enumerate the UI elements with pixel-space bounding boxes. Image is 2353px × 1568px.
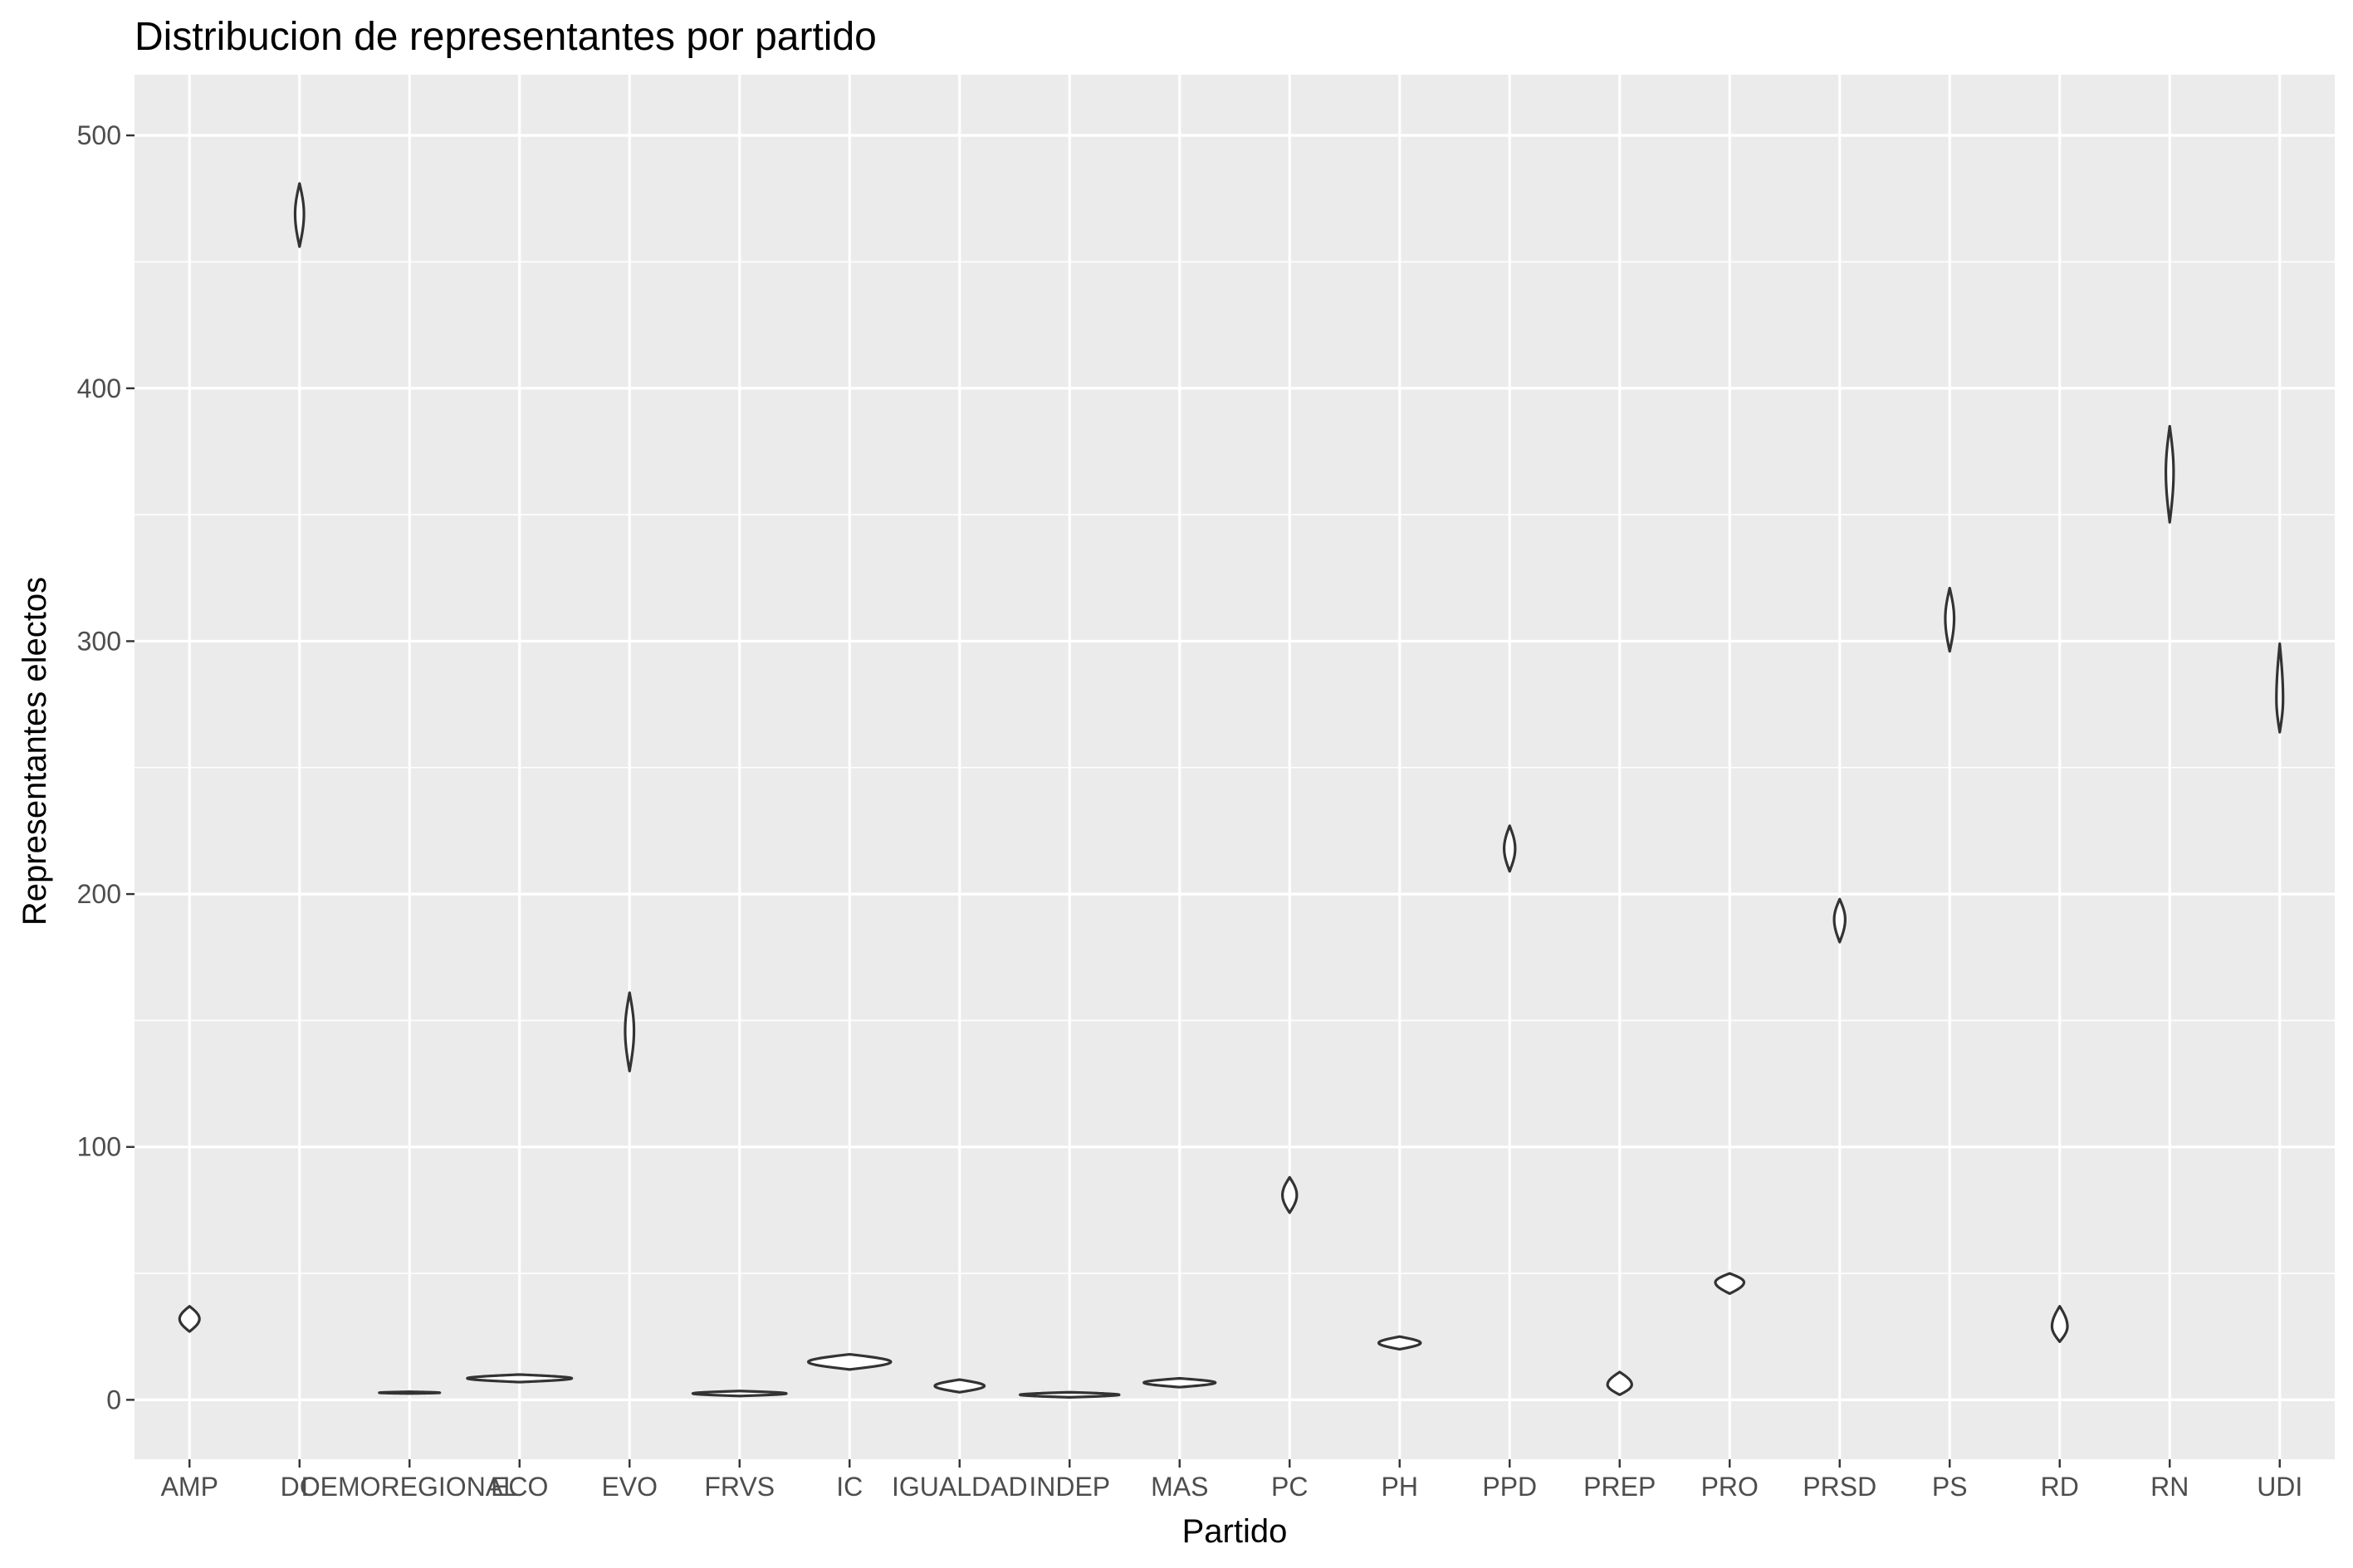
violin-layer <box>178 182 2285 1399</box>
x-tick-label: INDEP <box>1029 1472 1110 1502</box>
x-tick-label: AMP <box>161 1472 218 1502</box>
x-tick-label: DC <box>281 1472 319 1502</box>
x-tick-label: PS <box>1932 1472 1968 1502</box>
violin-igualdad <box>933 1378 986 1394</box>
violin-rn <box>2165 424 2175 524</box>
y-tick-label: 100 <box>77 1132 121 1162</box>
y-tick-label: 500 <box>77 120 121 150</box>
x-tick-label: RD <box>2041 1472 2079 1502</box>
x-tick-label: PC <box>1271 1472 1308 1502</box>
chart-title: Distribucion de representantes por parti… <box>135 15 877 59</box>
violin-amp <box>178 1305 201 1333</box>
x-tick-label: PREP <box>1583 1472 1656 1502</box>
violin-frvs <box>691 1390 788 1398</box>
violin-pro <box>1714 1272 1746 1296</box>
x-tick-label: IGUALDAD <box>892 1472 1028 1502</box>
violin-prsd <box>1832 897 1847 944</box>
x-tick-label: UDI <box>2257 1472 2302 1502</box>
x-tick-label: IC <box>836 1472 863 1502</box>
violin-prep <box>1606 1370 1633 1396</box>
x-axis-title: Partido <box>1182 1513 1288 1550</box>
grid-layer <box>135 75 2335 1459</box>
y-tick-label: 0 <box>106 1385 121 1414</box>
violin-indep <box>1019 1390 1121 1399</box>
violin-mas <box>1142 1376 1217 1389</box>
violin-ph <box>1377 1335 1422 1351</box>
violin-rd <box>2050 1305 2069 1343</box>
violin-pc <box>1281 1175 1299 1214</box>
x-tick-label: PPD <box>1482 1472 1537 1502</box>
x-tick-label: MAS <box>1151 1472 1208 1502</box>
x-tick-label: PRO <box>1701 1472 1759 1502</box>
y-axis: 0 100 200 300 400 500 <box>77 120 135 1414</box>
y-tick-label: 400 <box>77 374 121 403</box>
y-axis-title: Representantes electos <box>17 577 53 926</box>
violin-ppd <box>1503 824 1517 873</box>
x-tick-label: RN <box>2150 1472 2189 1502</box>
y-tick-label: 200 <box>77 879 121 909</box>
x-tick-label: DEMOREGIONAL <box>301 1472 518 1502</box>
violin-dc <box>293 182 306 248</box>
x-tick-label: PRSD <box>1803 1472 1876 1502</box>
x-tick-label: PH <box>1382 1472 1418 1502</box>
violin-evo <box>624 991 636 1072</box>
violin-ic <box>806 1352 893 1371</box>
violin-ps <box>1944 586 1956 653</box>
violin-demoregional <box>378 1390 442 1395</box>
x-tick-label: ECO <box>491 1472 548 1502</box>
violin-eco <box>466 1373 574 1384</box>
y-tick-label: 300 <box>77 626 121 656</box>
x-tick-label: EVO <box>601 1472 658 1502</box>
violin-udi <box>2275 642 2285 734</box>
x-tick-label: FRVS <box>704 1472 775 1502</box>
